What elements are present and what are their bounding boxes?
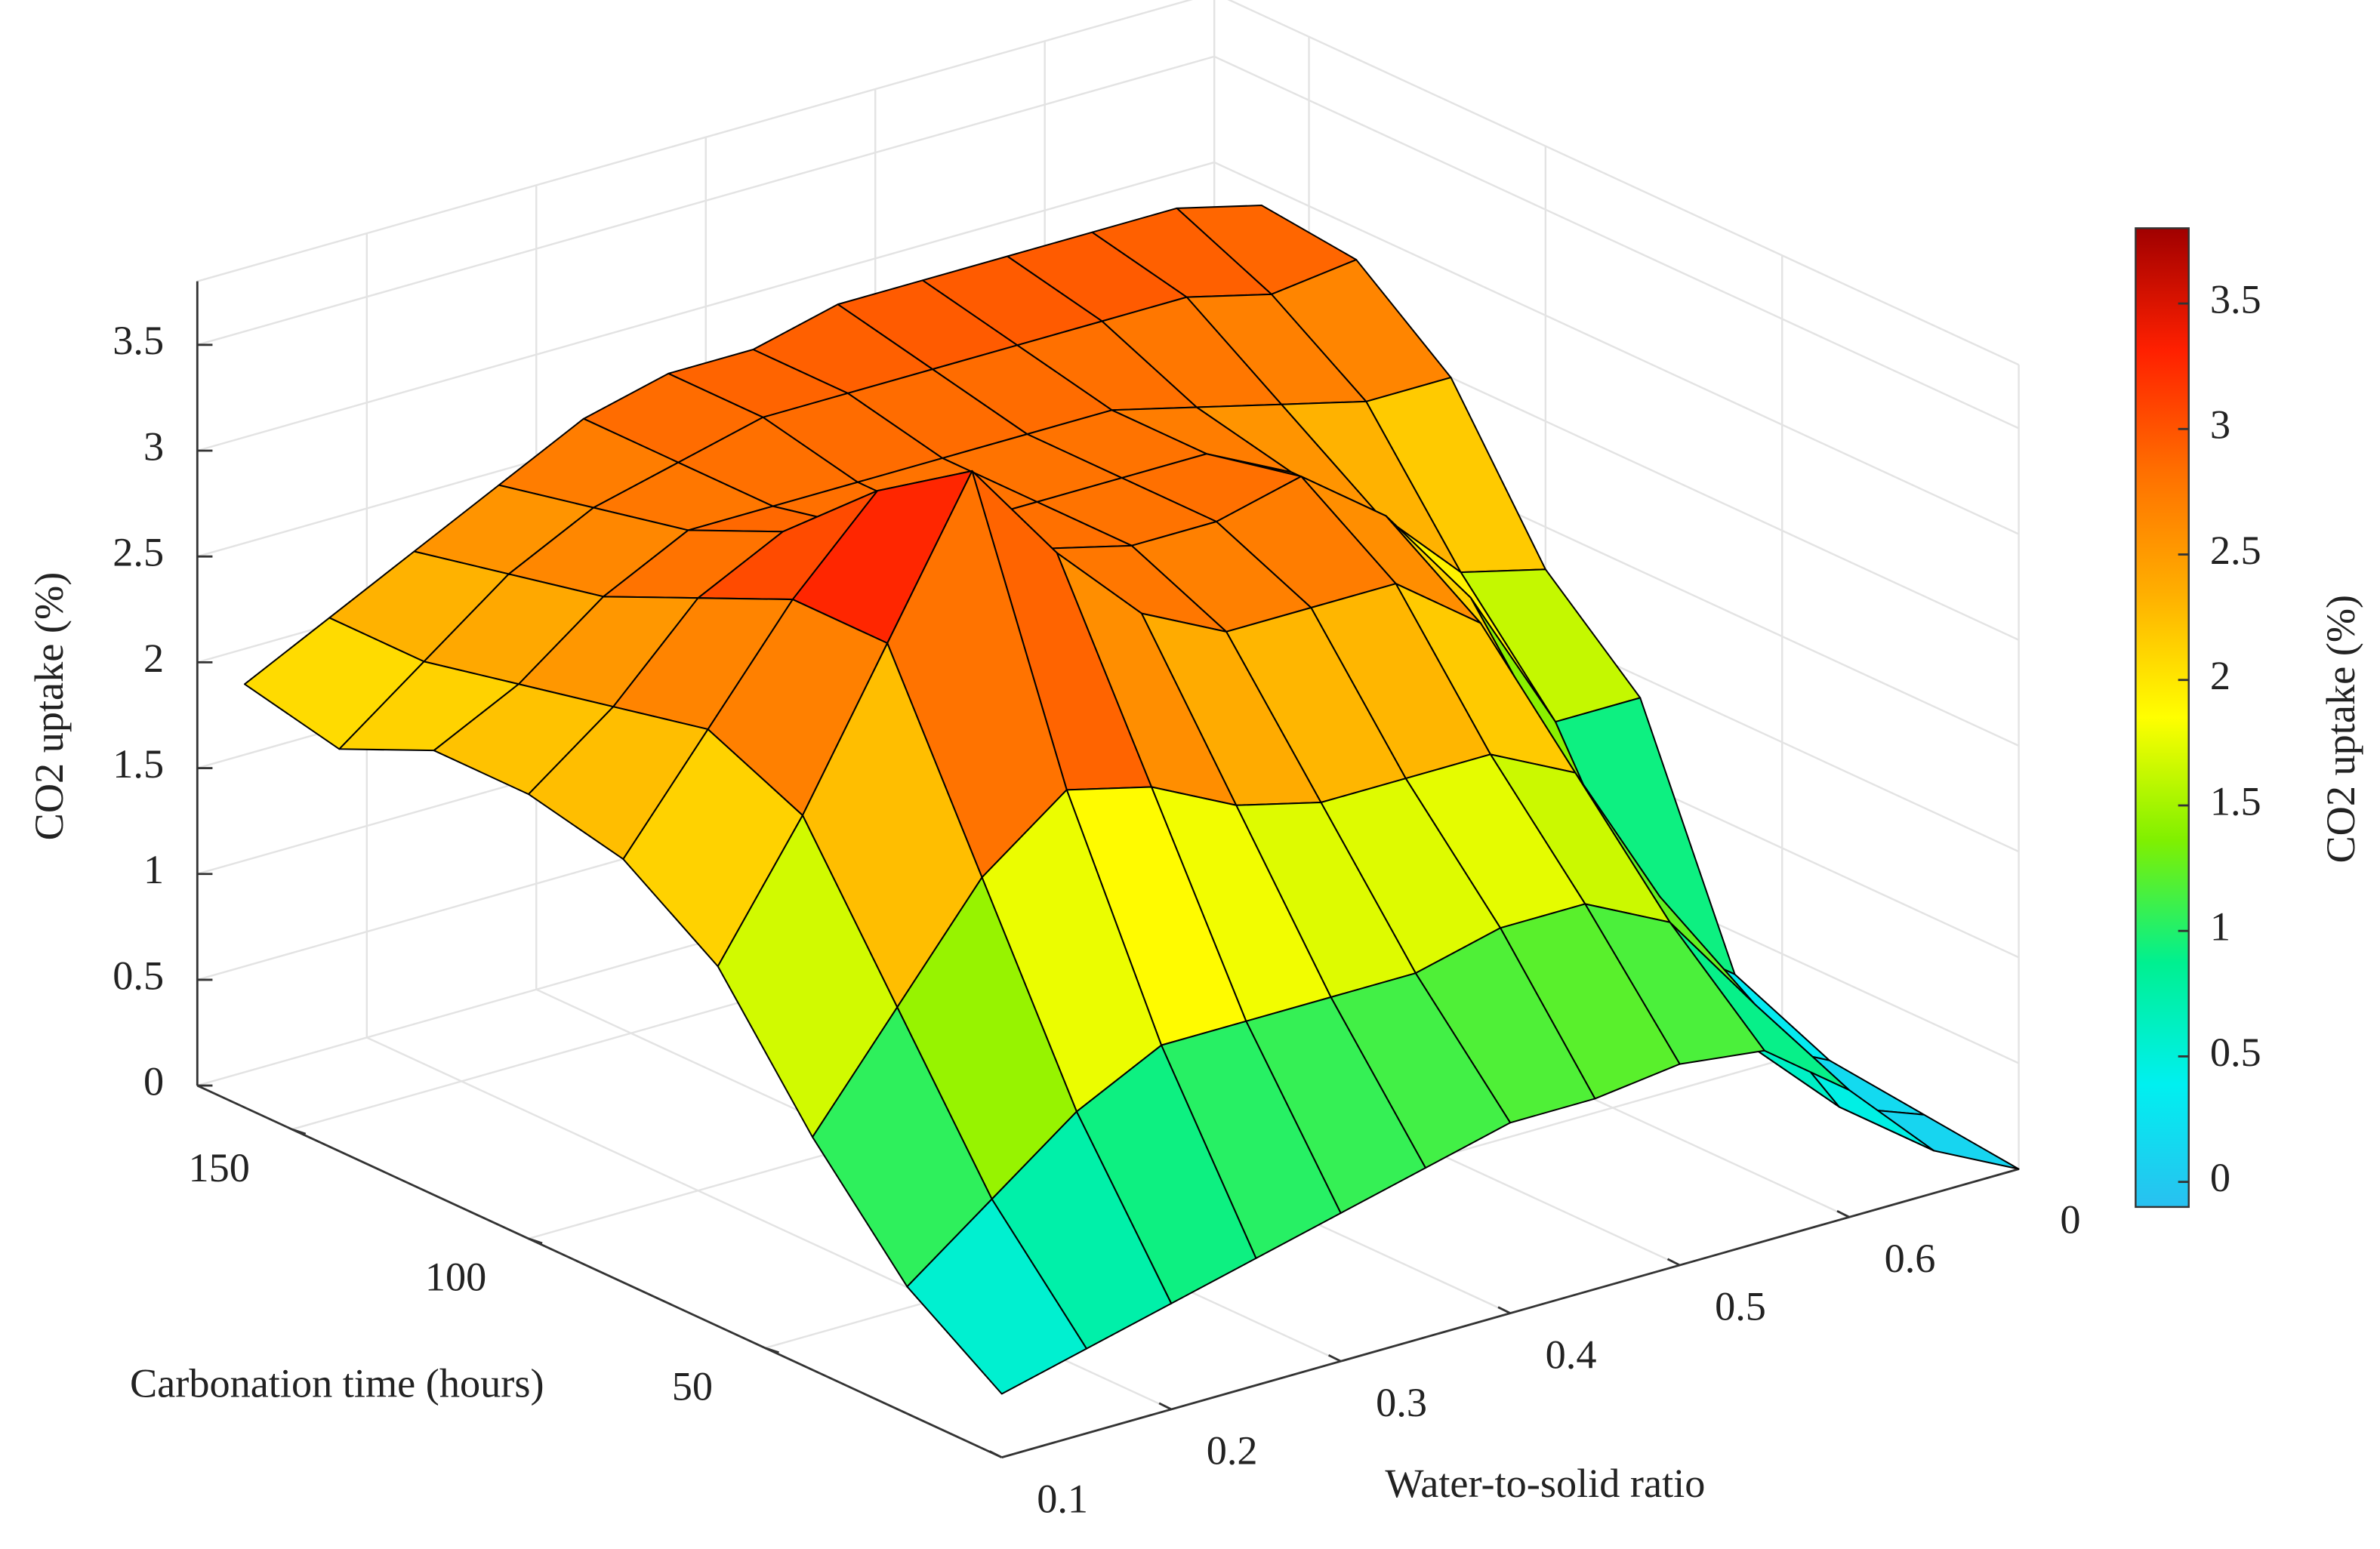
colorbar-tick-label: 3.5 bbox=[2210, 277, 2261, 322]
z-tick-label: 3.5 bbox=[113, 318, 164, 363]
y-axis-label: Carbonation time (hours) bbox=[130, 1361, 544, 1406]
z-tick-label: 2 bbox=[143, 636, 164, 681]
z-tick-label: 3 bbox=[143, 423, 164, 469]
colorbar-label: CO2 uptake (%) bbox=[2318, 595, 2363, 864]
surface-facet bbox=[906, 1198, 1087, 1395]
y-tick-label: 50 bbox=[672, 1363, 713, 1409]
x-tick bbox=[1327, 1353, 1342, 1363]
z-axis-label: CO2 uptake (%) bbox=[26, 572, 72, 841]
x-tick bbox=[1497, 1306, 1511, 1314]
grid-line bbox=[365, 233, 1172, 1411]
z-tick-label: 1 bbox=[143, 847, 164, 892]
colorbar-tick-label: 0.5 bbox=[2210, 1030, 2261, 1075]
y-tick bbox=[764, 1347, 779, 1354]
colorbar-tick-label: 1 bbox=[2210, 904, 2230, 950]
colorbar-tick-label: 1.5 bbox=[2210, 778, 2261, 824]
colorbar-tick-label: 3 bbox=[2210, 402, 2230, 448]
x-tick bbox=[1666, 1258, 1681, 1267]
colorbar-tick-label: 2 bbox=[2210, 653, 2230, 698]
box-edge bbox=[196, 0, 1193, 282]
x-tick-label: 0.5 bbox=[1715, 1284, 1766, 1329]
x-tick-label: 0.4 bbox=[1546, 1332, 1597, 1377]
x-tick bbox=[989, 1450, 1003, 1458]
colorbar-tick-label: 0 bbox=[2210, 1155, 2230, 1200]
colorbar-tick-label: 2.5 bbox=[2210, 528, 2261, 573]
x-tick-label: 0.6 bbox=[1885, 1236, 1936, 1281]
y-tick-label: 100 bbox=[425, 1255, 486, 1300]
z-tick-label: 1.5 bbox=[113, 741, 164, 787]
x-tick-label: 0.3 bbox=[1376, 1380, 1427, 1425]
colorbar bbox=[2135, 227, 2190, 1209]
x-tick bbox=[1158, 1402, 1172, 1411]
box-edge bbox=[1227, 0, 2020, 366]
z-tick-label: 0.5 bbox=[113, 953, 164, 998]
x-tick-label: 0.2 bbox=[1207, 1428, 1258, 1474]
y-tick-label: 150 bbox=[188, 1145, 249, 1190]
y-tick bbox=[291, 1128, 307, 1135]
y-tick bbox=[528, 1237, 543, 1245]
z-tick-label: 0 bbox=[143, 1059, 164, 1104]
z-tick-label: 2.5 bbox=[113, 530, 164, 575]
x-tick bbox=[1836, 1210, 1850, 1218]
annotation: 0 bbox=[2060, 1196, 2080, 1242]
x-axis-label: Water-to-solid ratio bbox=[1385, 1461, 1705, 1506]
x-tick-label: 0.1 bbox=[1037, 1476, 1088, 1521]
y-axis bbox=[196, 1084, 1003, 1458]
